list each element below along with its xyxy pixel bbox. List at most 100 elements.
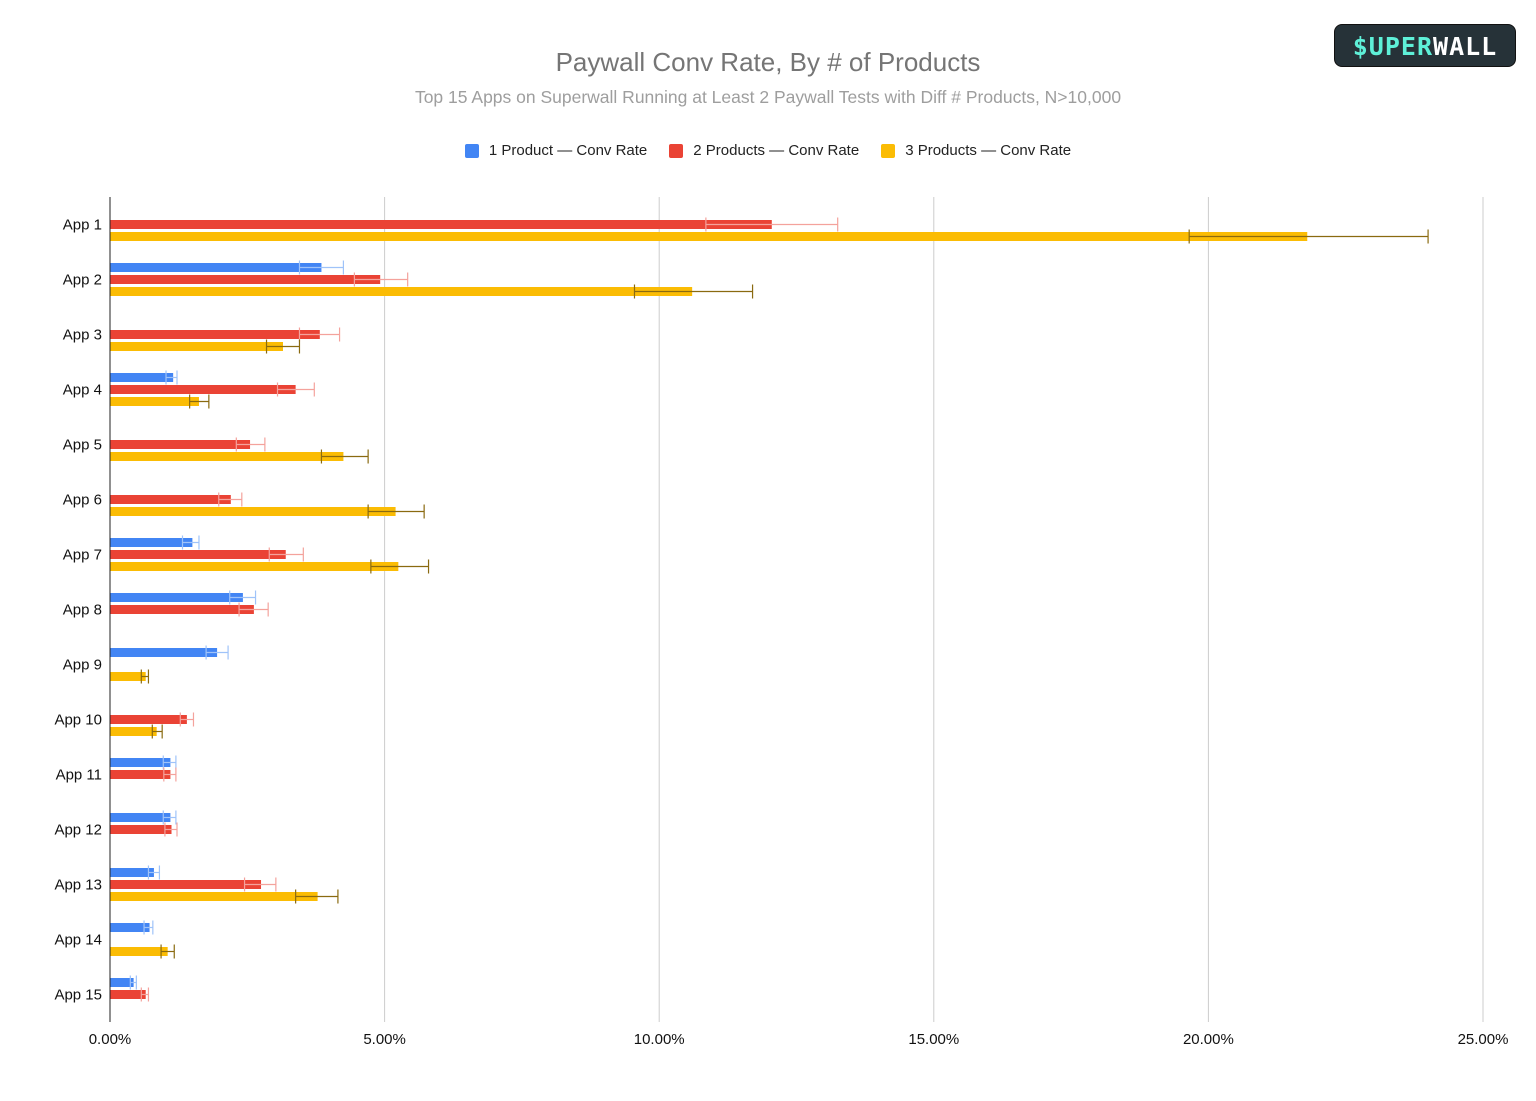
error-bar: [165, 370, 178, 385]
bar[interactable]: [110, 232, 1308, 241]
error-bar: [164, 822, 178, 837]
y-tick-label: App 3: [63, 327, 102, 344]
x-tick-label: 25.00%: [1458, 1031, 1509, 1048]
x-tick-label: 20.00%: [1183, 1031, 1234, 1048]
error-bar: [705, 217, 839, 232]
error-bar: [238, 602, 269, 617]
bar[interactable]: [110, 275, 381, 284]
y-tick-label: App 9: [63, 657, 102, 674]
bar[interactable]: [110, 562, 399, 571]
bar[interactable]: [110, 672, 146, 681]
bar[interactable]: [110, 758, 171, 767]
error-bar: [320, 449, 369, 464]
x-tick-label: 5.00%: [363, 1031, 406, 1048]
y-tick-label: App 11: [56, 767, 102, 784]
y-tick-label: App 5: [63, 437, 102, 454]
chart-legend: 1 Product — Conv Rate 2 Products — Conv …: [0, 142, 1536, 159]
legend-item-2-products[interactable]: 2 Products — Conv Rate: [669, 142, 859, 159]
error-bar: [181, 535, 200, 550]
y-tick-label: App 8: [63, 602, 102, 619]
y-tick-label: App 15: [54, 987, 102, 1004]
error-bar: [162, 755, 177, 770]
error-bar: [633, 284, 754, 299]
bar[interactable]: [110, 648, 218, 657]
bar[interactable]: [110, 440, 251, 449]
legend-label-3-products: 3 Products — Conv Rate: [905, 142, 1072, 159]
error-bar: [235, 437, 266, 452]
y-tick-label: App 7: [63, 547, 102, 564]
bar[interactable]: [110, 287, 693, 296]
bar[interactable]: [110, 825, 172, 834]
bar[interactable]: [110, 813, 171, 822]
bar[interactable]: [110, 770, 171, 779]
error-bar: [1188, 229, 1429, 244]
error-bar: [140, 987, 150, 1002]
logo-text-part1: $UPER: [1352, 32, 1434, 61]
error-bar: [243, 877, 277, 892]
bar[interactable]: [110, 507, 396, 516]
x-tick-label: 0.00%: [89, 1031, 132, 1048]
bar[interactable]: [110, 605, 254, 614]
error-bar: [367, 504, 425, 519]
error-bar: [353, 272, 409, 287]
bar[interactable]: [110, 385, 296, 394]
bar[interactable]: [110, 978, 134, 987]
error-bar: [163, 767, 177, 782]
error-bar: [140, 669, 150, 684]
legend-swatch-2-products: [669, 143, 684, 158]
error-bar: [179, 712, 195, 727]
error-bar: [268, 547, 304, 562]
chart-subtitle: Top 15 Apps on Superwall Running at Leas…: [414, 87, 1122, 107]
y-tick-label: App 4: [63, 382, 102, 399]
error-bar: [160, 944, 175, 959]
legend-swatch-3-products: [881, 143, 896, 158]
bar[interactable]: [110, 263, 322, 272]
y-tick-label: App 6: [63, 492, 102, 509]
legend-item-3-products[interactable]: 3 Products — Conv Rate: [881, 142, 1071, 159]
error-bar: [370, 559, 430, 574]
error-bar: [151, 724, 163, 739]
error-bar: [147, 865, 161, 880]
bar[interactable]: [110, 397, 199, 406]
bar[interactable]: [110, 373, 174, 382]
y-tick-label: App 14: [54, 932, 102, 949]
bar[interactable]: [110, 538, 193, 547]
bar[interactable]: [110, 868, 154, 877]
error-bar: [162, 810, 177, 825]
bar[interactable]: [110, 727, 157, 736]
error-bar: [205, 645, 229, 660]
bar[interactable]: [110, 715, 187, 724]
legend-label-2-products: 2 Products — Conv Rate: [693, 142, 860, 159]
legend-swatch-1-product: [464, 143, 479, 158]
bar[interactable]: [110, 947, 168, 956]
legend-label-1-product: 1 Product — Conv Rate: [488, 142, 648, 159]
y-tick-label: App 12: [54, 822, 102, 839]
bar[interactable]: [110, 220, 772, 229]
bar[interactable]: [110, 593, 243, 602]
x-tick-label: 15.00%: [908, 1031, 959, 1048]
bar[interactable]: [110, 330, 320, 339]
y-tick-label: App 13: [54, 877, 102, 894]
legend-item-1-product[interactable]: 1 Product — Conv Rate: [464, 142, 648, 159]
error-bar: [265, 339, 301, 354]
error-bar: [218, 492, 243, 507]
logo-text-part2: WALL: [1433, 32, 1498, 61]
y-tick-label: App 2: [63, 272, 102, 289]
bar[interactable]: [110, 990, 146, 999]
bar[interactable]: [110, 550, 286, 559]
error-bar: [276, 382, 315, 397]
bar[interactable]: [110, 342, 283, 351]
bar[interactable]: [110, 880, 262, 889]
error-bar: [189, 394, 210, 409]
y-tick-label: App 1: [63, 217, 102, 234]
superwall-logo: $UPERWALL: [1334, 24, 1516, 67]
error-bar: [129, 975, 137, 990]
bar[interactable]: [110, 892, 318, 901]
error-bar: [295, 889, 339, 904]
bar[interactable]: [110, 923, 150, 932]
bar[interactable]: [110, 452, 344, 461]
x-tick-label: 10.00%: [634, 1031, 685, 1048]
error-bar: [298, 260, 345, 275]
bar[interactable]: [110, 495, 231, 504]
